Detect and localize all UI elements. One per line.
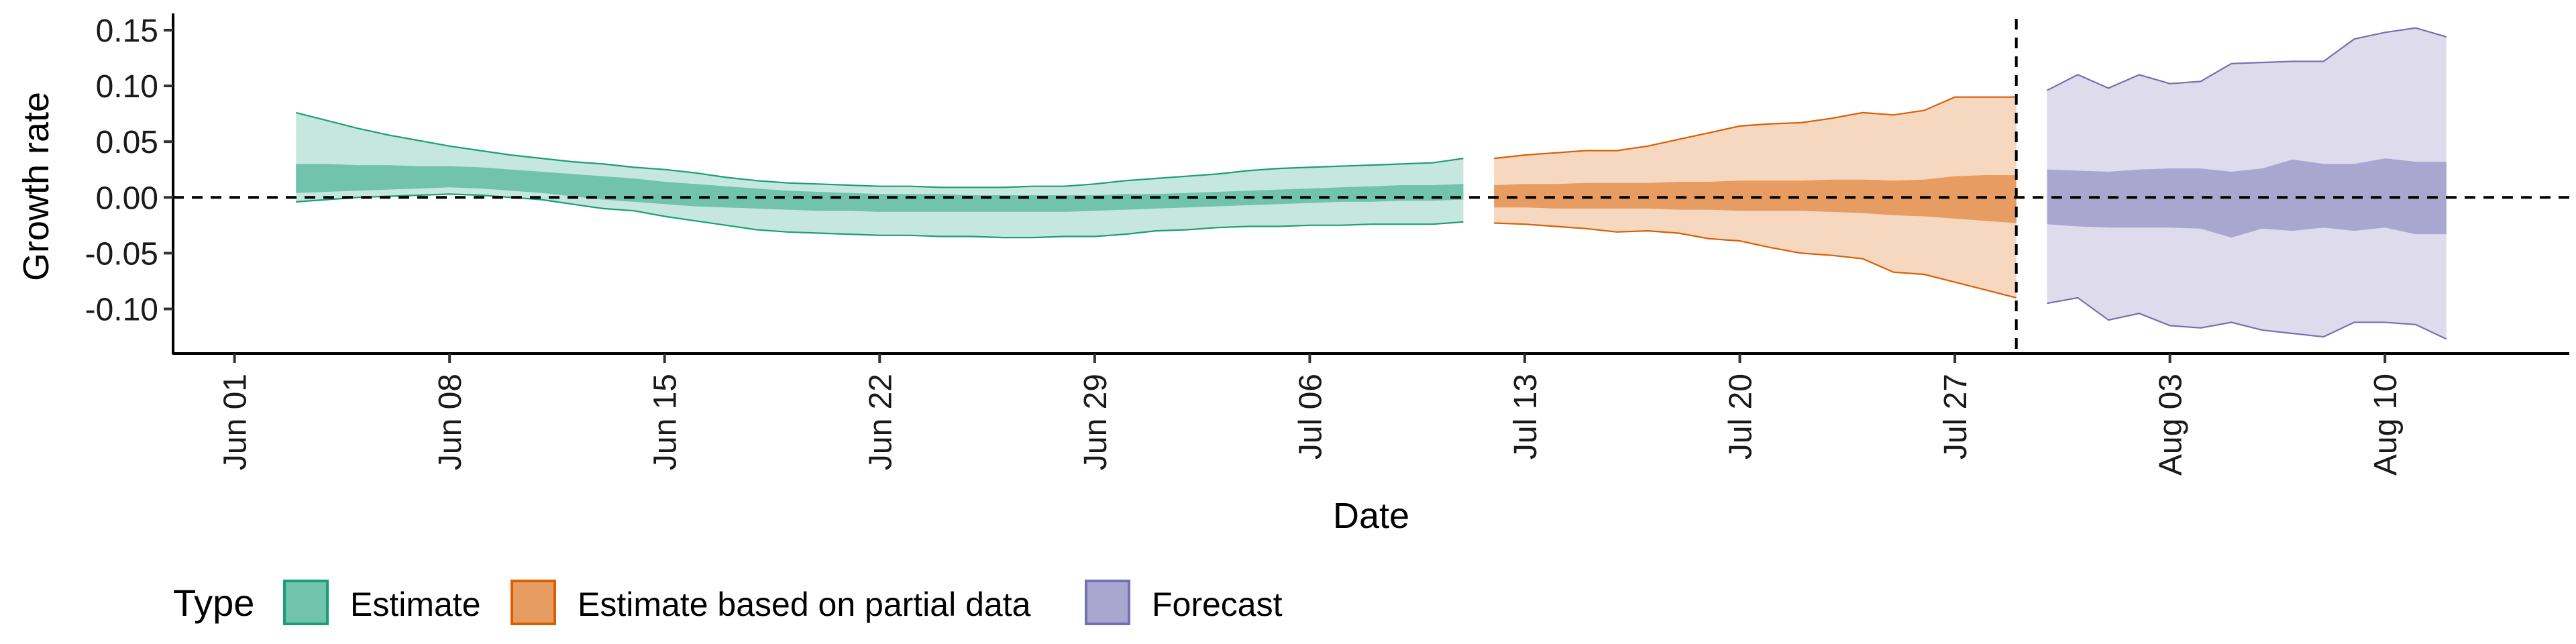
outer-upper-line bbox=[295, 111, 1464, 189]
x-tick-label: Jul 06 bbox=[1293, 374, 1328, 460]
legend-item-estimate-based-on-partial-data: Estimate based on partial data bbox=[511, 580, 1031, 625]
y-tick-label: 0.10 bbox=[96, 69, 158, 105]
x-tick-label: Jun 08 bbox=[433, 374, 468, 470]
y-tick-label: -0.10 bbox=[85, 292, 158, 328]
legend-label: Estimate bbox=[350, 586, 481, 623]
x-tick-label: Jun 29 bbox=[1078, 374, 1114, 470]
x-tick-label: Aug 10 bbox=[2368, 374, 2404, 476]
outer-upper-line bbox=[2047, 27, 2447, 91]
x-tick-label: Jun 15 bbox=[648, 374, 684, 470]
axes: 0.15 0.10 0.05 0.00 -0.05 -0.10 Jun 01 Jun 08 Ju… bbox=[85, 13, 2569, 476]
series-estimate bbox=[295, 111, 1464, 239]
reference-lines bbox=[173, 19, 2569, 354]
legend-swatch bbox=[511, 580, 556, 625]
series-bands bbox=[295, 27, 2447, 340]
y-tick-label: 0.05 bbox=[96, 125, 158, 160]
y-tick-label: 0.00 bbox=[96, 180, 158, 216]
legend-swatch bbox=[283, 580, 329, 625]
legend-item-forecast: Forecast bbox=[1085, 580, 1283, 625]
outer-upper-line bbox=[1494, 96, 2017, 160]
y-axis-title: Growth rate bbox=[16, 92, 56, 281]
legend-label: Estimate based on partial data bbox=[578, 586, 1031, 623]
legend-title: Type bbox=[173, 582, 254, 624]
outer-lower-line bbox=[1494, 222, 2017, 299]
y-tick-label: -0.05 bbox=[85, 236, 158, 272]
x-tick-label: Jul 20 bbox=[1723, 374, 1759, 460]
legend: Type Estimate Estimate based on partial d… bbox=[173, 580, 1283, 625]
legend-item-estimate: Estimate bbox=[283, 580, 481, 625]
inner-interval-band bbox=[1494, 175, 2017, 223]
x-tick-label: Aug 03 bbox=[2153, 374, 2189, 476]
x-tick-label: Jun 22 bbox=[863, 374, 898, 470]
series-forecast bbox=[2047, 27, 2447, 340]
x-axis-title: Date bbox=[1333, 496, 1409, 536]
legend-label: Forecast bbox=[1152, 586, 1283, 623]
x-tick-label: Jul 13 bbox=[1508, 374, 1544, 460]
inner-interval-band bbox=[296, 164, 1464, 212]
legend-swatch bbox=[1085, 580, 1130, 625]
outer-lower-line bbox=[2047, 297, 2447, 340]
y-tick-label: 0.15 bbox=[96, 13, 158, 49]
x-tick-label: Jun 01 bbox=[218, 374, 254, 470]
x-tick-label: Jul 27 bbox=[1938, 374, 1974, 460]
outer-lower-line bbox=[296, 193, 1464, 239]
